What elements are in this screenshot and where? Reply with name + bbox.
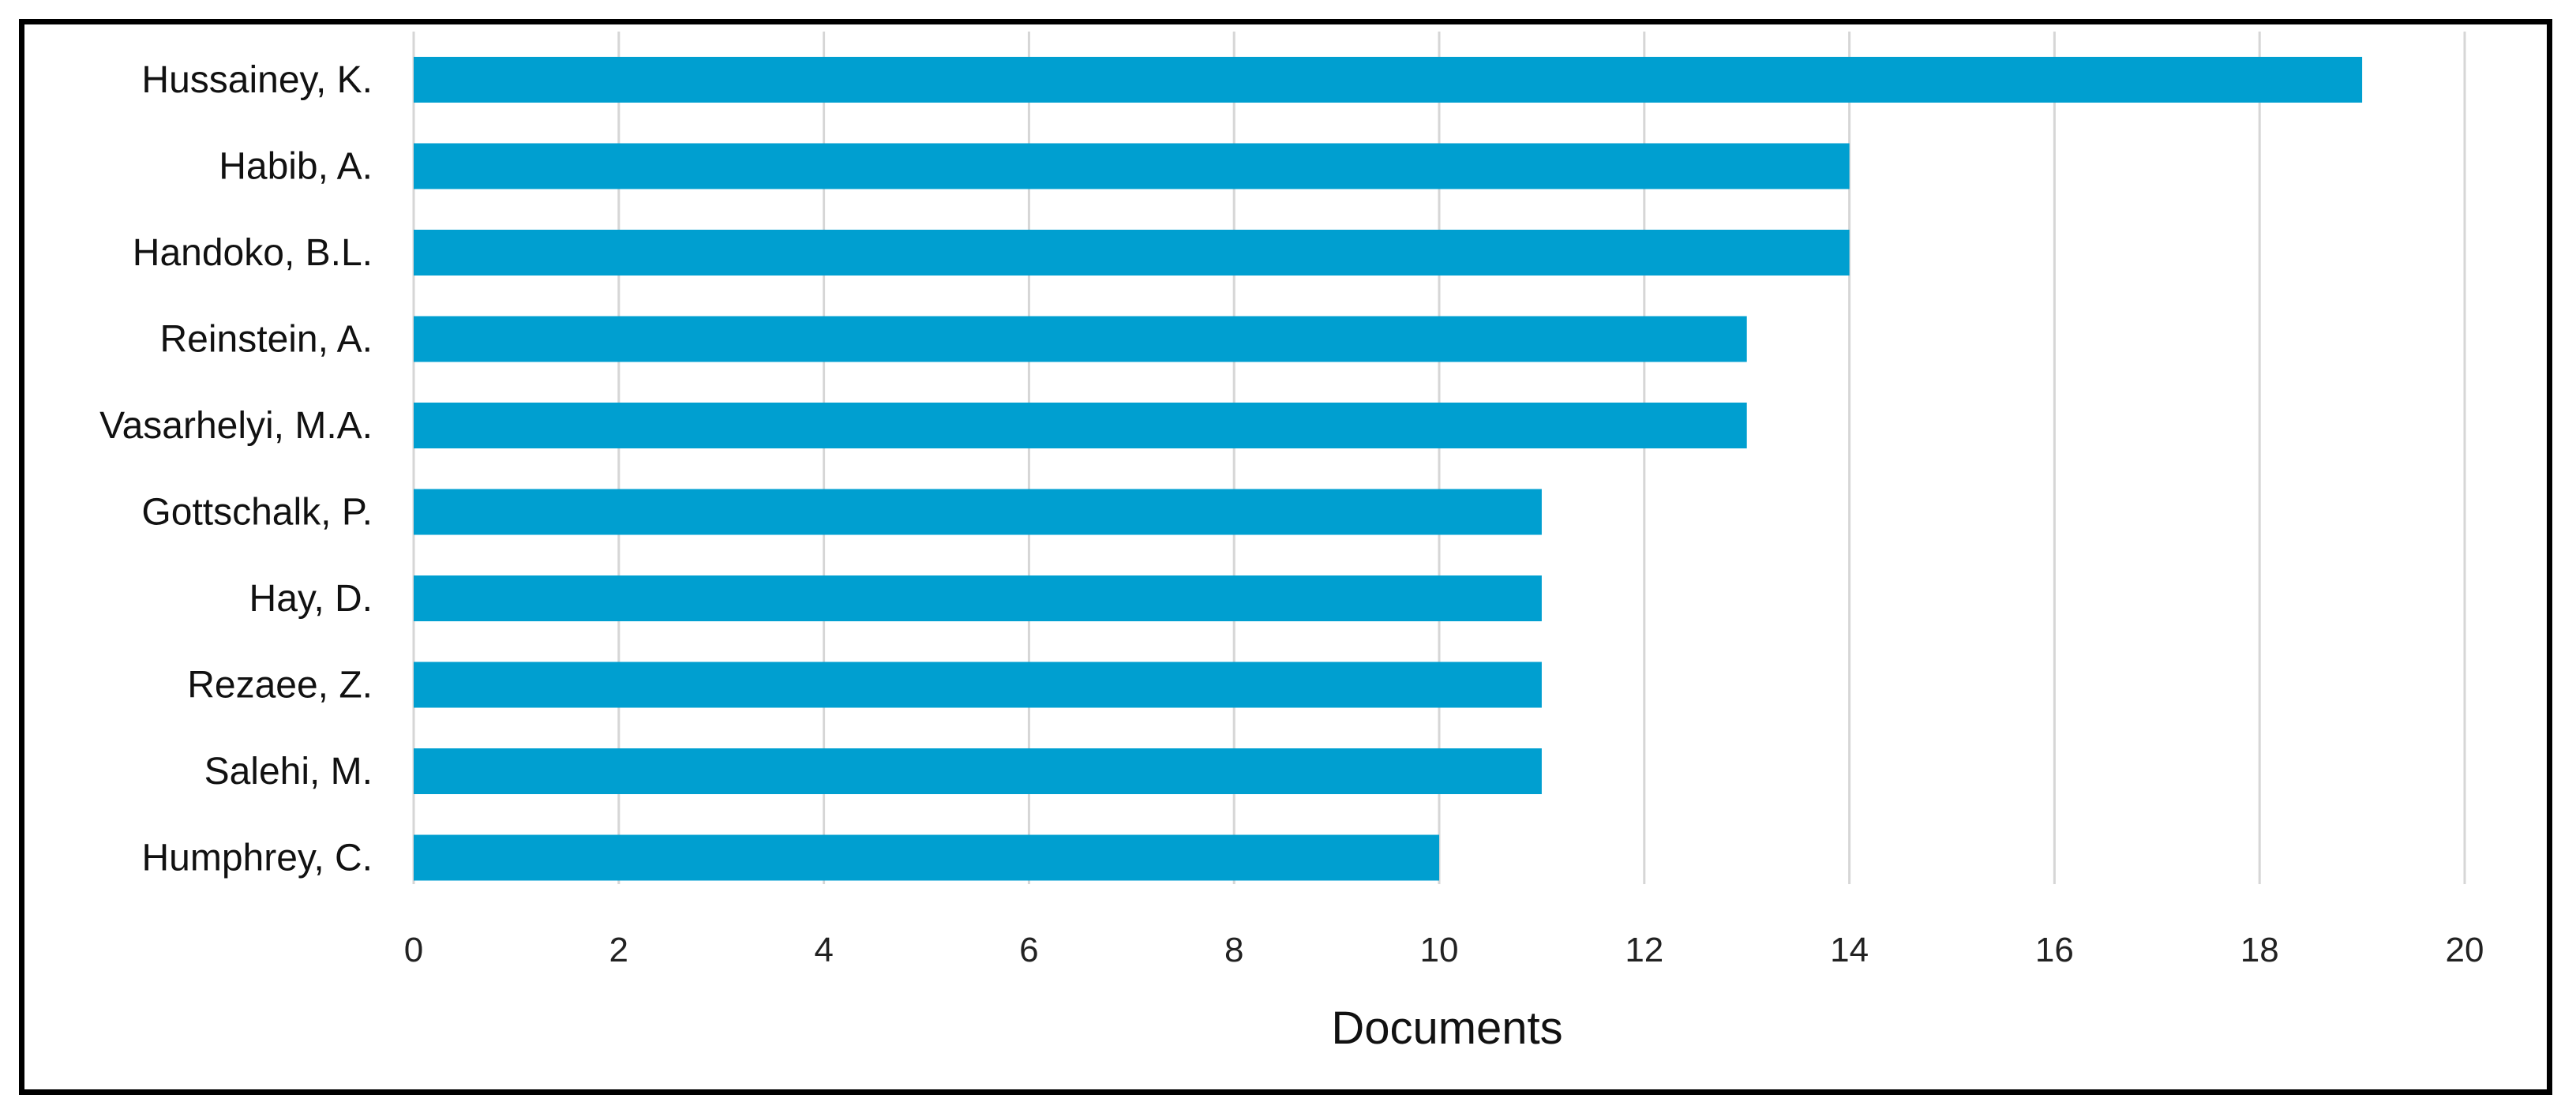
category-label: Gottschalk, P. xyxy=(141,492,373,534)
x-tick-label: 20 xyxy=(2446,931,2484,969)
category-label: Rezaee, Z. xyxy=(187,665,373,707)
bar xyxy=(414,489,1542,535)
x-tick-label: 8 xyxy=(1224,931,1243,969)
x-tick-label: 6 xyxy=(1019,931,1038,969)
bar xyxy=(414,143,1850,189)
x-tick-label: 18 xyxy=(2240,931,2279,969)
category-label: Reinstein, A. xyxy=(160,319,373,361)
category-label: Handoko, B.L. xyxy=(133,232,373,274)
category-label: Hussainey, K. xyxy=(141,59,373,101)
bar xyxy=(414,57,2363,103)
bar xyxy=(414,230,1850,276)
category-label: Hay, D. xyxy=(249,578,373,620)
category-label: Habib, A. xyxy=(219,146,373,188)
bar xyxy=(414,403,1747,448)
bars xyxy=(414,57,2363,881)
category-labels: Hussainey, K. Habib, A. Handoko, B.L. Reins… xyxy=(99,59,373,879)
bar xyxy=(414,316,1747,362)
x-tick-label: 4 xyxy=(814,931,833,969)
x-axis-title: Documents xyxy=(1331,1003,1562,1054)
x-tick-label: 0 xyxy=(404,931,423,969)
x-tick-label: 2 xyxy=(609,931,628,969)
bar xyxy=(414,834,1439,881)
category-label: Salehi, M. xyxy=(204,751,373,793)
x-tick-labels: 0 2 4 6 8 10 12 14 16 18 20 xyxy=(404,931,2484,969)
bar xyxy=(414,575,1542,621)
chart-frame xyxy=(19,19,2552,1095)
x-tick-label: 12 xyxy=(1625,931,1663,969)
bar xyxy=(414,748,1542,794)
bar xyxy=(414,662,1542,708)
category-label: Vasarhelyi, M.A. xyxy=(99,405,373,447)
x-tick-label: 14 xyxy=(1830,931,1869,969)
category-label: Humphrey, C. xyxy=(141,838,373,879)
x-tick-label: 10 xyxy=(1420,931,1459,969)
x-tick-label: 16 xyxy=(2035,931,2074,969)
